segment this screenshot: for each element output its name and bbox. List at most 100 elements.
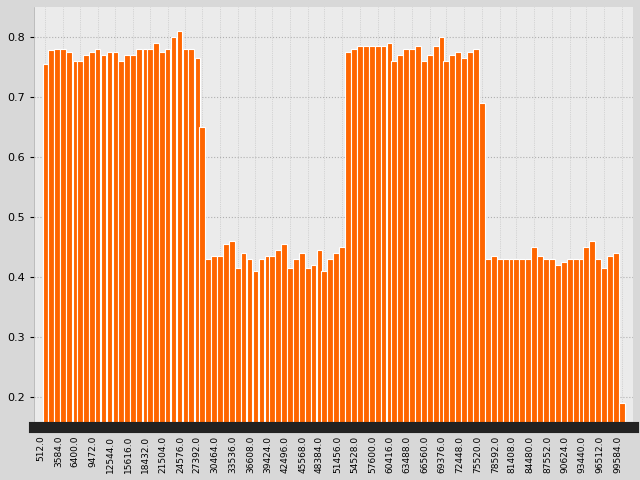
Bar bbox=[292, 259, 299, 480]
Bar bbox=[269, 256, 275, 480]
Bar bbox=[409, 49, 415, 480]
Bar bbox=[339, 247, 345, 480]
Bar bbox=[503, 259, 509, 480]
Bar bbox=[369, 46, 374, 480]
Bar bbox=[164, 49, 170, 480]
Bar bbox=[95, 49, 100, 480]
Bar bbox=[253, 271, 259, 480]
Bar bbox=[211, 256, 217, 480]
Bar bbox=[305, 268, 310, 480]
Bar bbox=[519, 259, 525, 480]
Bar bbox=[583, 247, 589, 480]
Bar bbox=[246, 259, 252, 480]
Bar bbox=[351, 49, 356, 480]
Bar bbox=[143, 49, 147, 480]
Bar bbox=[199, 127, 205, 480]
Bar bbox=[228, 241, 234, 480]
Bar bbox=[100, 55, 106, 480]
Bar bbox=[259, 259, 264, 480]
Bar bbox=[195, 58, 200, 480]
Bar bbox=[60, 49, 66, 480]
Bar bbox=[444, 61, 449, 480]
Bar bbox=[235, 268, 241, 480]
Bar bbox=[374, 46, 381, 480]
Bar bbox=[607, 256, 613, 480]
Bar bbox=[124, 55, 131, 480]
Bar bbox=[397, 55, 403, 480]
Bar bbox=[159, 52, 164, 480]
Bar bbox=[589, 241, 595, 480]
Bar bbox=[513, 259, 519, 480]
Bar bbox=[415, 46, 420, 480]
Bar bbox=[357, 46, 363, 480]
Bar bbox=[497, 259, 502, 480]
Bar bbox=[449, 55, 455, 480]
Bar bbox=[77, 61, 83, 480]
Bar bbox=[555, 265, 561, 480]
Bar bbox=[131, 55, 136, 480]
Bar bbox=[333, 253, 339, 480]
Bar bbox=[509, 259, 514, 480]
Bar bbox=[67, 52, 72, 480]
Bar bbox=[491, 256, 497, 480]
Bar bbox=[549, 259, 555, 480]
Bar bbox=[561, 262, 567, 480]
Bar bbox=[473, 49, 479, 480]
Bar bbox=[461, 58, 467, 480]
Bar bbox=[525, 259, 531, 480]
Bar bbox=[531, 247, 537, 480]
Bar bbox=[171, 37, 177, 480]
Bar bbox=[265, 256, 269, 480]
Bar bbox=[421, 61, 427, 480]
Bar bbox=[241, 253, 246, 480]
Bar bbox=[49, 50, 54, 480]
Bar bbox=[579, 259, 584, 480]
Bar bbox=[613, 253, 619, 480]
Bar bbox=[42, 64, 49, 480]
Bar bbox=[189, 49, 195, 480]
Bar bbox=[147, 49, 152, 480]
Bar bbox=[182, 49, 188, 480]
Bar bbox=[567, 259, 573, 480]
Bar bbox=[433, 46, 438, 480]
Bar bbox=[223, 244, 228, 480]
Bar bbox=[281, 244, 287, 480]
Bar bbox=[345, 52, 351, 480]
Bar bbox=[113, 52, 118, 480]
Bar bbox=[467, 52, 473, 480]
Bar bbox=[118, 61, 124, 480]
Bar bbox=[363, 46, 369, 480]
Bar bbox=[427, 55, 433, 480]
Bar bbox=[153, 43, 159, 480]
Bar bbox=[136, 49, 142, 480]
Bar bbox=[89, 52, 95, 480]
Bar bbox=[455, 52, 461, 480]
Bar bbox=[83, 55, 88, 480]
Bar bbox=[54, 49, 60, 480]
Bar bbox=[391, 61, 397, 480]
Bar bbox=[485, 259, 491, 480]
Bar bbox=[205, 259, 211, 480]
Bar bbox=[73, 61, 77, 480]
Bar bbox=[403, 49, 409, 480]
Bar bbox=[440, 37, 444, 480]
Bar bbox=[387, 43, 392, 480]
Bar bbox=[310, 265, 316, 480]
Bar bbox=[299, 253, 305, 480]
Bar bbox=[327, 259, 333, 480]
Bar bbox=[275, 250, 281, 480]
Bar bbox=[321, 271, 327, 480]
Bar bbox=[317, 250, 322, 480]
Bar bbox=[287, 268, 292, 480]
Bar bbox=[543, 259, 549, 480]
Bar bbox=[595, 259, 601, 480]
Bar bbox=[573, 259, 579, 480]
Bar bbox=[619, 403, 625, 480]
Bar bbox=[537, 256, 543, 480]
Bar bbox=[177, 31, 182, 480]
Bar bbox=[381, 46, 387, 480]
Bar bbox=[107, 52, 113, 480]
Bar bbox=[601, 268, 607, 480]
Bar bbox=[479, 103, 485, 480]
Bar bbox=[217, 256, 223, 480]
